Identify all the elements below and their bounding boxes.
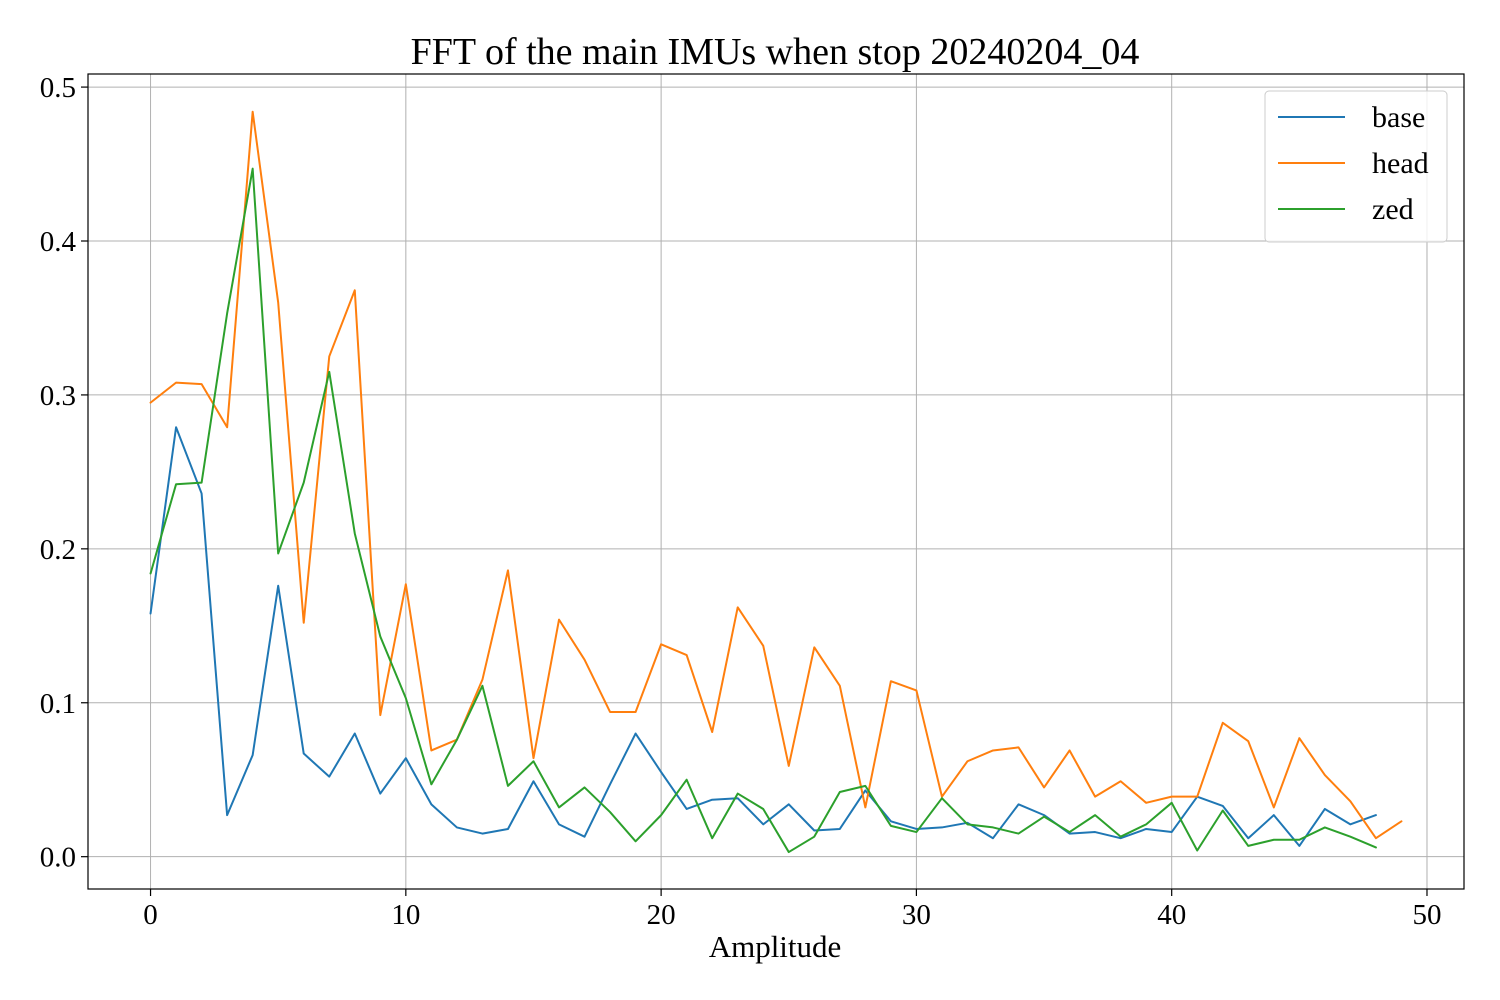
y-tick-label: 0.5 — [40, 72, 76, 104]
plot-frame — [87, 73, 1465, 890]
x-axis-label: Amplitude — [709, 929, 842, 964]
x-tick-label: 30 — [902, 899, 931, 931]
x-tick-label: 20 — [647, 899, 676, 931]
series-line-base — [149, 426, 1377, 847]
legend: base head zed — [1264, 90, 1448, 243]
y-tick-labels: 0.0 0.1 0.2 0.3 0.4 0.5 — [40, 72, 77, 874]
series-lines — [149, 110, 1403, 854]
y-tick-label: 0.4 — [40, 226, 77, 258]
series-line-head — [149, 110, 1403, 840]
chart-title: FFT of the main IMUs when stop 20240204_… — [411, 31, 1140, 73]
legend-label-head: head — [1372, 147, 1429, 180]
series-line-zed — [149, 167, 1377, 854]
y-tick-label: 0.3 — [40, 380, 76, 412]
y-tick-label: 0.2 — [40, 534, 76, 566]
x-tick-label: 40 — [1157, 899, 1186, 931]
y-tick-label: 0.0 — [40, 842, 76, 874]
x-tick-label: 10 — [391, 899, 420, 931]
legend-box — [1264, 90, 1448, 243]
tick-marks — [81, 86, 1428, 896]
x-tick-label: 0 — [143, 899, 158, 931]
legend-entries: base head zed — [1278, 101, 1429, 226]
legend-label-zed: zed — [1372, 193, 1414, 226]
x-tick-label: 50 — [1412, 899, 1441, 931]
legend-label-base: base — [1372, 101, 1425, 134]
x-tick-labels: 0 10 20 30 40 50 — [143, 899, 1441, 931]
y-tick-label: 0.1 — [40, 688, 76, 720]
